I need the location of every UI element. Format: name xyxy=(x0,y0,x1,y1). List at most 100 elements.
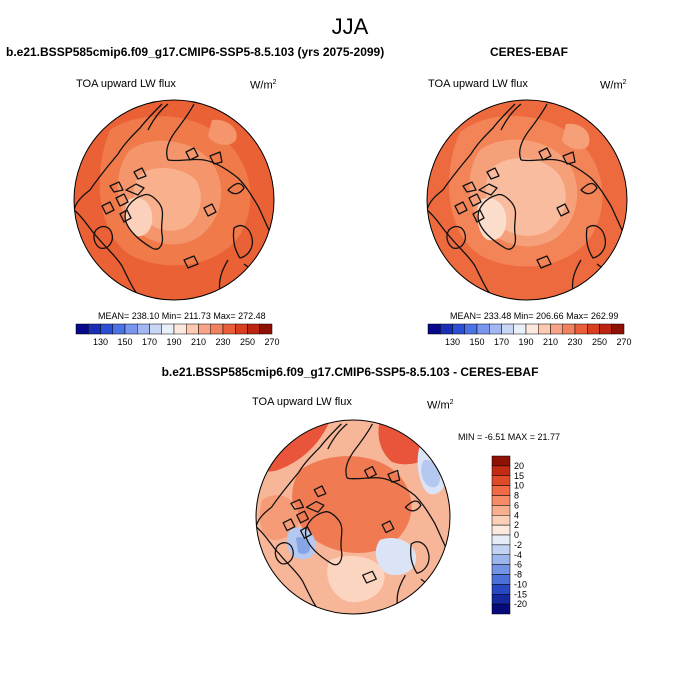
diff-colorbar-swatch xyxy=(491,584,511,595)
diff-colorbar-label: -10 xyxy=(514,579,527,589)
diff-colorbar-label: 10 xyxy=(514,481,524,491)
diff-colorbar-label: 15 xyxy=(514,471,524,481)
obs-colorbar-swatch xyxy=(452,323,465,335)
diff-colorbar-label: 8 xyxy=(514,491,519,501)
model-colorbar-label: 230 xyxy=(215,337,230,347)
obs-colorbar-swatch xyxy=(587,323,600,335)
diff-zone-cool-se xyxy=(375,537,417,576)
diff-colorbar-swatch xyxy=(491,574,511,585)
diff-colorbar-label: -8 xyxy=(514,570,522,580)
model-stats: MEAN= 238.10 Min= 211.73 Max= 272.48 xyxy=(98,311,266,321)
diff-zone-warm-center xyxy=(292,456,412,553)
model-colorbar-swatch xyxy=(247,323,260,335)
diff-stats: MIN = -6.51 MAX = 21.77 xyxy=(458,432,561,442)
obs-colorbar-label: 190 xyxy=(518,337,533,347)
diff-colorbar-swatch xyxy=(491,534,511,546)
diff-colorbar-label: 20 xyxy=(514,461,524,471)
diff-variable-label: TOA upward LW flux xyxy=(252,396,352,408)
diff-colorbar-swatch xyxy=(491,475,511,486)
diff-colorbar-label: 2 xyxy=(514,520,519,530)
diff-colorbar-swatch xyxy=(491,455,511,467)
obs-stats: MEAN= 233.48 Min= 206.66 Max= 262.99 xyxy=(450,311,619,321)
obs-colorbar-swatch xyxy=(562,323,576,335)
model-colorbar-swatch xyxy=(100,323,113,335)
diff-colorbar-swatch xyxy=(491,594,511,605)
obs-colorbar-label: 270 xyxy=(616,337,631,347)
obs-colorbar-swatch xyxy=(476,323,490,335)
model-colorbar-swatch xyxy=(124,323,138,335)
model-colorbar-swatch xyxy=(173,323,187,335)
model-colorbar-swatch xyxy=(88,323,101,335)
model-colorbar-swatch xyxy=(137,323,150,335)
model-colorbar-swatch xyxy=(222,323,236,335)
model-colorbar-label: 270 xyxy=(264,337,279,347)
obs-colorbar-swatch xyxy=(525,323,539,335)
obs-units: W/m2 xyxy=(600,79,627,92)
diff-colorbar-swatch xyxy=(491,524,511,536)
model-colorbar-label: 150 xyxy=(117,337,132,347)
model-colorbar-swatch xyxy=(259,323,273,335)
season-title: JJA xyxy=(331,14,369,39)
diff-colorbar-label: -6 xyxy=(514,560,522,570)
model-colorbar-swatch xyxy=(210,323,224,335)
obs-colorbar-label: 230 xyxy=(567,337,582,347)
diff-colorbar-swatch xyxy=(491,495,511,506)
model-colorbar-swatch xyxy=(161,323,175,335)
model-colorbar-label: 250 xyxy=(240,337,255,347)
obs-colorbar-swatch xyxy=(538,323,551,335)
diff-colorbar-swatch xyxy=(491,465,511,476)
model-colorbar-swatch xyxy=(149,323,162,335)
obs-colorbar-swatch xyxy=(501,323,514,335)
obs-colorbar-label: 170 xyxy=(494,337,509,347)
obs-colorbar-label: 210 xyxy=(543,337,558,347)
model-colorbar-swatch xyxy=(112,323,126,335)
obs-colorbar-swatch xyxy=(489,323,502,335)
obs-colorbar-swatch xyxy=(513,323,527,335)
model-colorbar-swatch xyxy=(235,323,248,335)
model-colorbar: 130 150 170 190 210 230 250 270 xyxy=(75,323,280,347)
obs-colorbar-label: 150 xyxy=(469,337,484,347)
model-map-border xyxy=(73,99,275,301)
model-zone-greenland xyxy=(125,197,153,237)
obs-colorbar-swatch xyxy=(599,323,612,335)
diff-colorbar-label: 0 xyxy=(514,530,519,540)
diff-units: W/m2 xyxy=(427,399,454,412)
obs-variable-label: TOA upward LW flux xyxy=(428,78,528,90)
model-units: W/m2 xyxy=(250,79,277,92)
diff-map-border xyxy=(255,419,451,615)
obs-title: CERES-EBAF xyxy=(490,45,569,59)
diff-colorbar-label: 4 xyxy=(514,510,519,520)
diff-colorbar-label: -4 xyxy=(514,550,522,560)
diff-colorbar-label: -15 xyxy=(514,589,527,599)
obs-colorbar-swatch xyxy=(427,323,441,335)
diff-colorbar-swatch xyxy=(491,603,511,615)
diff-colorbar-label: -20 xyxy=(514,599,527,609)
diff-colorbar-swatch xyxy=(491,544,511,555)
model-colorbar-swatch xyxy=(186,323,199,335)
diff-zone-cool-sw-core xyxy=(296,537,310,555)
diff-colorbar-swatch xyxy=(491,485,511,496)
model-run-title: b.e21.BSSP585cmip6.f09_g17.CMIP6-SSP5-8.… xyxy=(6,45,385,59)
obs-colorbar: 130 150 170 190 210 230 250 270 xyxy=(427,323,632,347)
diff-zone-warm-s xyxy=(327,556,385,603)
diff-colorbar-swatch xyxy=(491,564,511,575)
obs-colorbar-swatch xyxy=(440,323,453,335)
diff-colorbar-swatch xyxy=(491,554,511,565)
obs-colorbar-label: 250 xyxy=(592,337,607,347)
obs-zone-greenland xyxy=(477,197,507,241)
diff-colorbar-label: -2 xyxy=(514,540,522,550)
diff-colorbar-label: 6 xyxy=(514,500,519,510)
diff-polar-map xyxy=(255,419,451,615)
model-variable-label: TOA upward LW flux xyxy=(76,78,176,90)
model-colorbar-label: 190 xyxy=(166,337,181,347)
obs-polar-map xyxy=(426,99,628,301)
obs-colorbar-label: 130 xyxy=(445,337,460,347)
obs-zone-patch xyxy=(562,123,590,150)
model-colorbar-swatch xyxy=(75,323,89,335)
model-colorbar-label: 130 xyxy=(93,337,108,347)
obs-colorbar-swatch xyxy=(464,323,478,335)
obs-map-border xyxy=(426,99,628,301)
model-colorbar-label: 170 xyxy=(142,337,157,347)
